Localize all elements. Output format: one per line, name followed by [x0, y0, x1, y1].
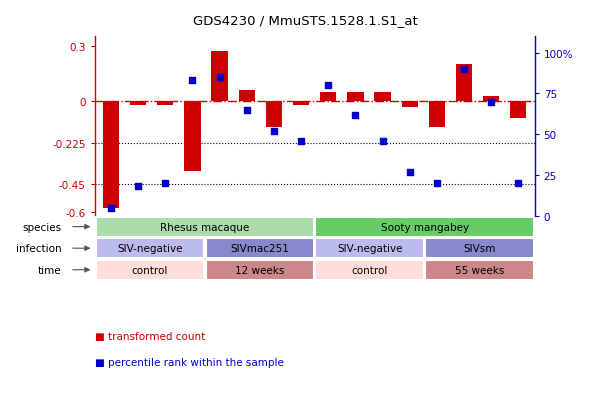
Text: 12 weeks: 12 weeks [235, 265, 284, 275]
Point [242, 107, 252, 114]
Text: SIV-negative: SIV-negative [117, 244, 183, 254]
FancyBboxPatch shape [205, 260, 314, 280]
Point [432, 180, 442, 187]
Text: control: control [131, 265, 168, 275]
FancyBboxPatch shape [95, 260, 204, 280]
Bar [103, 102, 119, 209]
FancyBboxPatch shape [425, 260, 534, 280]
FancyBboxPatch shape [205, 239, 314, 259]
Point [214, 75, 224, 81]
Point [188, 78, 197, 84]
Text: ■ transformed count: ■ transformed count [95, 331, 205, 341]
Bar [293, 102, 309, 105]
Point [296, 138, 306, 145]
Text: control: control [351, 265, 388, 275]
Text: Rhesus macaque: Rhesus macaque [160, 222, 249, 232]
Text: Sooty mangabey: Sooty mangabey [381, 222, 469, 232]
Bar [429, 102, 445, 128]
Text: ■ percentile rank within the sample: ■ percentile rank within the sample [95, 358, 284, 368]
Bar [211, 52, 228, 102]
Bar [401, 102, 418, 107]
Text: GDS4230 / MmuSTS.1528.1.S1_at: GDS4230 / MmuSTS.1528.1.S1_at [193, 14, 418, 27]
Text: time: time [38, 265, 62, 275]
Bar [347, 93, 364, 102]
FancyBboxPatch shape [95, 239, 204, 259]
FancyBboxPatch shape [315, 217, 534, 237]
Point [378, 138, 387, 145]
Bar [157, 102, 174, 105]
Point [133, 184, 143, 190]
Text: species: species [23, 222, 62, 232]
Bar [510, 102, 527, 119]
Bar [483, 96, 499, 102]
Bar [456, 65, 472, 102]
FancyBboxPatch shape [95, 217, 314, 237]
Point [351, 112, 360, 119]
Bar [185, 102, 200, 172]
Point [323, 83, 333, 89]
Bar [266, 102, 282, 128]
Point [161, 180, 170, 187]
Point [513, 180, 523, 187]
FancyBboxPatch shape [315, 239, 424, 259]
Point [405, 169, 415, 176]
Bar [320, 93, 337, 102]
Point [486, 99, 496, 106]
Point [106, 205, 116, 211]
FancyBboxPatch shape [315, 260, 424, 280]
Point [269, 128, 279, 135]
Bar [239, 91, 255, 102]
Text: infection: infection [16, 244, 62, 254]
Text: 55 weeks: 55 weeks [455, 265, 504, 275]
Point [459, 66, 469, 73]
Text: SIVmac251: SIVmac251 [230, 244, 289, 254]
Bar [375, 93, 390, 102]
Text: SIVsm: SIVsm [464, 244, 496, 254]
FancyBboxPatch shape [425, 239, 534, 259]
Text: SIV-negative: SIV-negative [337, 244, 403, 254]
Bar [130, 102, 146, 105]
